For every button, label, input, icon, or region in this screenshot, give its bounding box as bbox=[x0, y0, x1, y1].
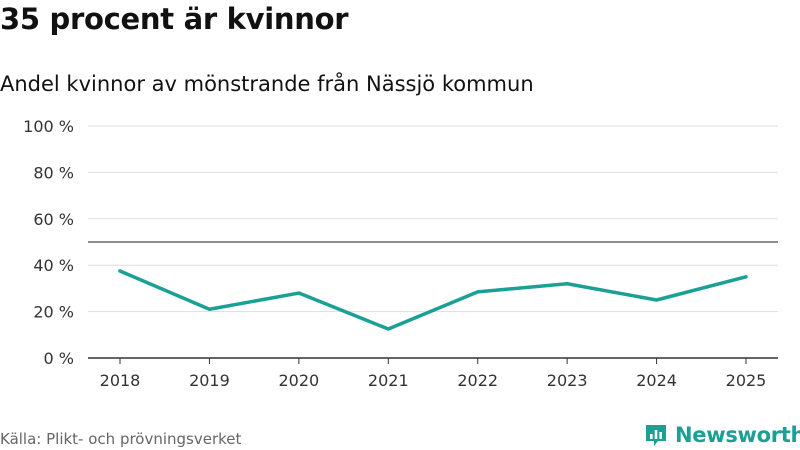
line-chart: 0 % 20 % 40 % 60 % 80 % 100 % 2018 2019 2020 202… bbox=[23, 117, 778, 390]
x-tick-label: 2022 bbox=[457, 371, 498, 390]
x-tick-label: 2023 bbox=[547, 371, 588, 390]
data-point bbox=[118, 269, 122, 273]
x-tick-label: 2025 bbox=[726, 371, 767, 390]
data-point bbox=[386, 327, 390, 331]
grid-lines bbox=[88, 125, 778, 313]
y-tick-label: 40 % bbox=[33, 256, 74, 275]
bar-chart-icon bbox=[646, 425, 666, 446]
chart-subtitle: Andel kvinnor av mönstrande från Nässjö … bbox=[0, 72, 534, 96]
x-tick-label: 2021 bbox=[368, 371, 409, 390]
y-tick-label: 100 % bbox=[23, 117, 74, 136]
brand-logo: Newsworthy bbox=[644, 420, 800, 450]
data-series bbox=[118, 269, 748, 331]
data-point bbox=[297, 291, 301, 295]
y-axis-ticks: 0 % 20 % 40 % 60 % 80 % 100 % bbox=[23, 117, 74, 368]
x-tick-label: 2018 bbox=[100, 371, 141, 390]
data-point bbox=[744, 275, 748, 279]
series-line bbox=[118, 269, 748, 331]
chart-title: 35 procent är kvinnor bbox=[0, 2, 349, 36]
y-tick-label: 60 % bbox=[33, 210, 74, 229]
x-axis-ticks: 2018 2019 2020 2021 2022 2023 2024 2025 bbox=[100, 358, 767, 390]
source-note: Källa: Plikt- och prövningsverket bbox=[0, 430, 242, 448]
brand-name: Newsworthy bbox=[675, 423, 800, 447]
data-point bbox=[565, 282, 569, 286]
data-point bbox=[207, 307, 211, 311]
data-point bbox=[655, 298, 659, 302]
y-tick-label: 20 % bbox=[33, 303, 74, 322]
data-point bbox=[476, 290, 480, 294]
x-tick-label: 2020 bbox=[278, 371, 319, 390]
x-tick-label: 2024 bbox=[636, 371, 677, 390]
x-tick-label: 2019 bbox=[189, 371, 230, 390]
y-tick-label: 0 % bbox=[44, 349, 74, 368]
y-tick-label: 80 % bbox=[33, 163, 74, 182]
